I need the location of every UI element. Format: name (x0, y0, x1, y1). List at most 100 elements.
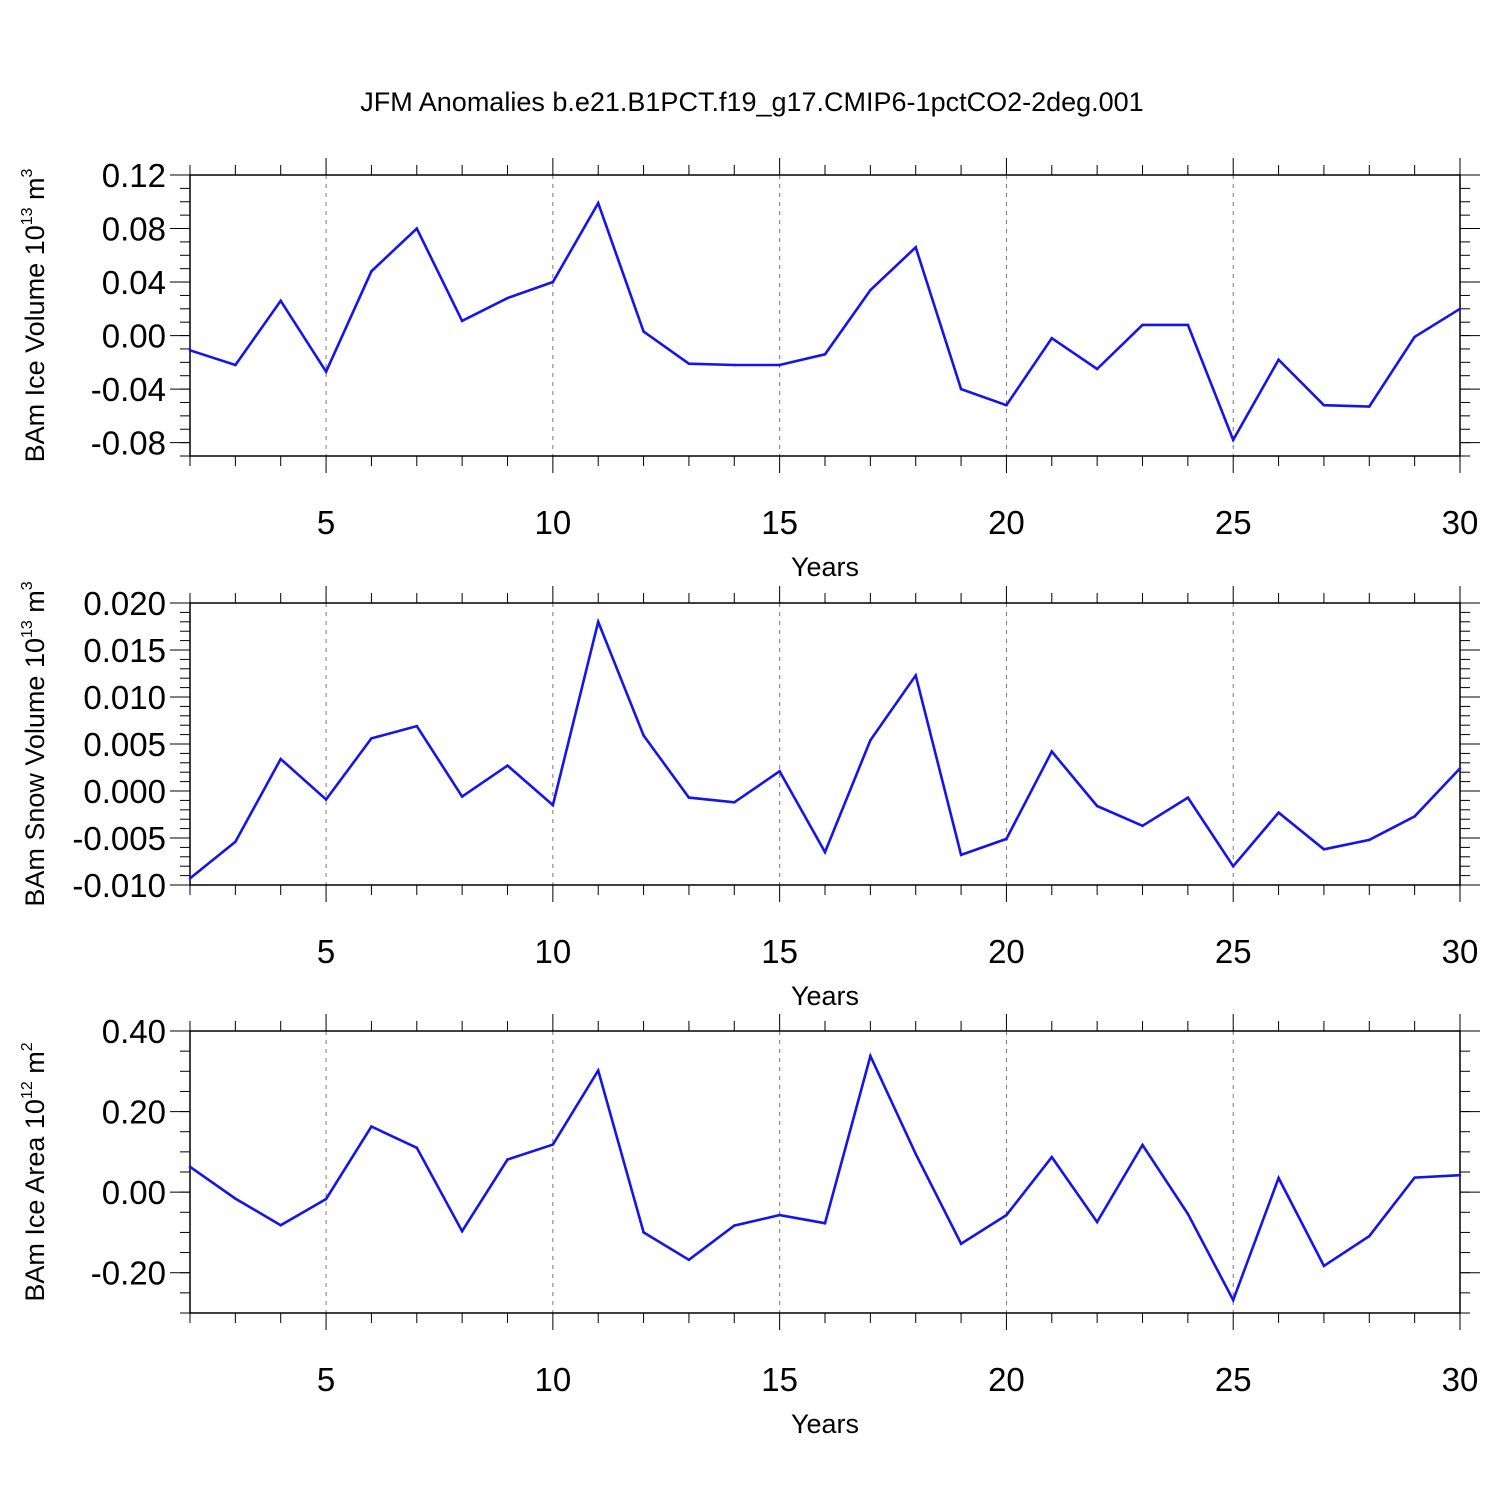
y-axis-label-text: m (20, 177, 50, 207)
x-tick-label: 10 (534, 504, 571, 541)
data-point (551, 803, 555, 807)
data-point (596, 620, 600, 624)
data-point (1367, 405, 1371, 408)
y-tick-label: 0.04 (102, 264, 166, 301)
data-point (869, 288, 872, 292)
y-tick-label: 0.08 (102, 211, 166, 248)
data-point (460, 1229, 464, 1233)
y-tick-label: 0.40 (102, 1013, 166, 1050)
y-tick-label: -0.04 (91, 371, 166, 408)
data-point (687, 796, 691, 799)
series-line (189, 617, 1461, 880)
data-point (1413, 815, 1416, 818)
x-tick-label: 5 (317, 504, 335, 541)
x-tick-label: 30 (1442, 1361, 1479, 1398)
data-point (1231, 438, 1235, 442)
data-point (1322, 847, 1326, 851)
y-axis-label-text: BAm Snow Volume 10 (20, 638, 50, 907)
data-point (415, 227, 419, 230)
data-point (1005, 1213, 1008, 1217)
data-point (1005, 837, 1008, 841)
data-point (370, 1125, 373, 1128)
x-axis-label: Years (791, 981, 859, 1011)
data-point (959, 1242, 963, 1246)
data-point (370, 270, 373, 273)
data-point (506, 296, 509, 300)
x-tick-label: 15 (761, 1361, 798, 1398)
y-axis-label-text: BAm Ice Volume 10 (20, 225, 50, 462)
data-point (1277, 1176, 1280, 1180)
y-tick-label: 0.12 (102, 157, 166, 194)
x-tick-label: 10 (534, 1361, 571, 1398)
data-point (778, 1213, 781, 1217)
y-tick-label: 0.005 (83, 726, 166, 763)
data-point (188, 348, 192, 352)
data-point (551, 280, 555, 284)
data-point (1322, 1264, 1326, 1268)
series-line (189, 199, 1461, 443)
data-point (1050, 336, 1054, 340)
x-tick-label: 20 (988, 504, 1025, 541)
plot-frame (189, 174, 1461, 457)
data-point (959, 387, 963, 391)
x-tick-label: 15 (761, 504, 798, 541)
data-point (279, 757, 283, 761)
data-point (460, 319, 464, 323)
data-point (778, 769, 781, 773)
data-point (1095, 1220, 1099, 1224)
data-point (415, 1146, 419, 1150)
data-point (869, 1054, 872, 1058)
x-tick-label: 25 (1215, 1361, 1252, 1398)
y-axis-label-text: BAm Ice Area 10 (20, 1099, 50, 1302)
x-tick-label: 30 (1442, 504, 1479, 541)
y-axis-label-text: m (20, 590, 50, 620)
data-point (279, 1223, 283, 1227)
panels: -0.08-0.040.000.040.080.125 10 15 20 25 30Yea… (19, 157, 1480, 1439)
data-point (324, 370, 328, 374)
data-point (324, 798, 328, 801)
data-point (687, 1258, 691, 1262)
data-point (1231, 1298, 1235, 1302)
data-point (1005, 403, 1008, 407)
data-point (642, 330, 645, 333)
y-tick-label: 0.000 (83, 773, 166, 810)
panel-1: -0.08 -0.04 0.00 0.04 0.08 0.12 5 10 15 20 25 30 Yea… (19, 157, 1480, 582)
x-tick-label: 25 (1215, 933, 1252, 970)
data-point (1458, 1173, 1462, 1177)
x-tick-label: 5 (317, 933, 335, 970)
data-point (1458, 767, 1462, 770)
data-point (1141, 323, 1144, 327)
data-point (1277, 358, 1280, 361)
data-point (370, 737, 373, 740)
y-tick-label: 0.010 (83, 679, 166, 716)
y-axis-label-text: m (20, 1051, 50, 1081)
x-tick-label: 20 (988, 1361, 1025, 1398)
data-point (732, 800, 736, 804)
y-axis-label-superscript: 12 (19, 1081, 36, 1099)
y-tick-label: 0.00 (102, 1174, 166, 1211)
data-point (914, 674, 918, 677)
data-point (959, 853, 963, 857)
data-point (234, 840, 237, 844)
x-tick-label: 5 (317, 1361, 335, 1398)
data-point (1458, 307, 1462, 311)
data-point (642, 734, 645, 737)
data-point (506, 764, 509, 767)
data-point (279, 299, 283, 303)
x-tick-label: 25 (1215, 504, 1252, 541)
x-tick-label: 10 (534, 933, 571, 970)
y-tick-label: 0.00 (102, 318, 166, 355)
data-point (732, 363, 736, 367)
data-point (823, 850, 827, 854)
data-point (778, 363, 781, 367)
data-point (1186, 796, 1190, 799)
x-tick-label: 15 (761, 933, 798, 970)
data-point (1095, 804, 1099, 808)
data-point (1050, 1155, 1054, 1159)
x-axis-label: Years (791, 1409, 859, 1439)
data-point (732, 1224, 736, 1227)
data-point (1186, 323, 1190, 327)
data-point (1322, 403, 1326, 407)
x-axis-label: Years (791, 552, 859, 582)
x-tick-label: 30 (1442, 933, 1479, 970)
